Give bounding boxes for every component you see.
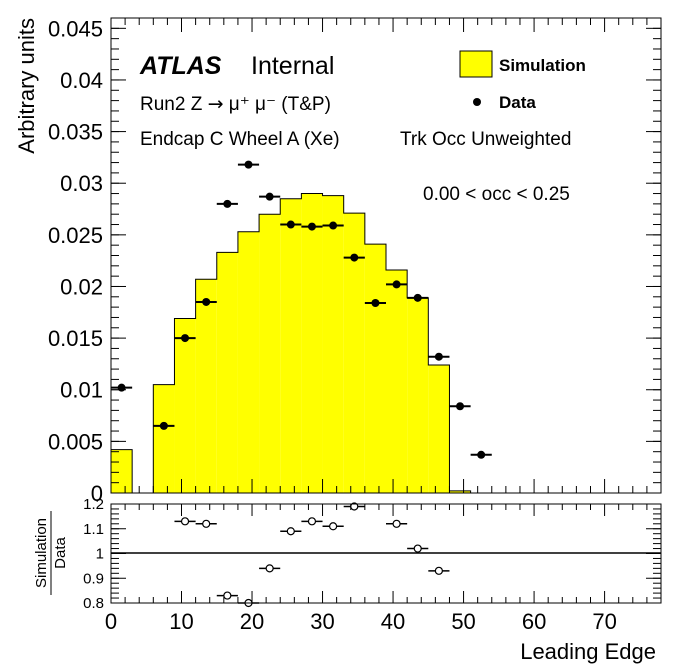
simulation-bar [386, 269, 408, 493]
simulation-bar [301, 193, 323, 494]
x-tick-label: 50 [451, 609, 475, 634]
data-point [477, 450, 486, 459]
simulation-bar [449, 490, 471, 493]
weighting-label: Trk Occ Unweighted [400, 129, 571, 150]
y-axis-title: Arbitrary units [14, 18, 39, 154]
simulation-bar [364, 244, 386, 493]
y-tick-label: 0 [91, 481, 103, 506]
y-tick-label: 0.045 [48, 16, 103, 41]
internal-label: Internal [251, 52, 334, 80]
ratio-title-numerator: Simulation [33, 518, 50, 588]
main-axis-ticks [110, 17, 662, 494]
ratio-point [392, 519, 401, 528]
data-point [265, 192, 274, 201]
ratio-point [223, 591, 232, 600]
data-point [181, 334, 190, 343]
x-tick-label: 20 [240, 609, 264, 634]
ratio-plot-frame [110, 503, 662, 604]
data-point [371, 299, 380, 307]
data-point [223, 199, 232, 208]
data-point [350, 253, 359, 262]
simulation-bar [111, 449, 133, 493]
ratio-y-tick-label: 0.9 [83, 570, 104, 587]
ratio-point [180, 517, 190, 526]
data-point [413, 293, 422, 302]
data-point [244, 160, 253, 169]
data-point [286, 220, 295, 229]
y-tick-label: 0.04 [60, 68, 103, 93]
region-label: Endcap C Wheel A (Xe) [140, 129, 340, 150]
legend-simulation-swatch [459, 50, 493, 78]
data-points [111, 160, 492, 459]
legend: Simulation Data [459, 50, 586, 112]
ratio-point [350, 502, 359, 511]
data-point [159, 421, 168, 430]
x-axis-title: Leading Edge [520, 639, 656, 664]
ratio-plot: 0.8 0.9 1 1.1 1.2 0 10 20 30 40 50 60 70 Simulation… [33, 496, 662, 664]
x-tick-label: 10 [169, 609, 193, 634]
simulation-bar [407, 297, 429, 493]
y-tick-label: 0.035 [48, 120, 103, 145]
simulation-bar [428, 364, 450, 493]
occupancy-range-label: 0.00 < occ < 0.25 [423, 184, 570, 205]
ratio-y-tick-label: 0.8 [83, 595, 104, 612]
simulation-bar [153, 384, 175, 493]
data-point [202, 297, 211, 306]
data-point [456, 402, 465, 411]
data-point [307, 222, 316, 231]
simulation-bar [322, 195, 344, 493]
simulation-outline [110, 193, 513, 494]
ratio-y-tick-label: 1 [96, 546, 104, 563]
y-tick-label: 0.01 [60, 378, 103, 403]
ratio-y-tick-label: 1.1 [83, 521, 104, 538]
data-point [392, 280, 401, 289]
simulation-histogram [110, 193, 513, 494]
data-point [117, 383, 126, 392]
x-tick-label: 0 [105, 609, 117, 634]
main-y-tick-labels: 0 0.005 0.01 0.015 0.02 0.025 0.03 0.035 0.04 0.0… [48, 16, 103, 506]
simulation-bar [259, 214, 281, 493]
x-tick-label: 40 [381, 609, 405, 634]
x-tick-label: 30 [310, 609, 334, 634]
ratio-point [434, 566, 443, 575]
ratio-point [202, 519, 211, 528]
simulation-bar [216, 252, 238, 493]
y-tick-label: 0.03 [60, 171, 103, 196]
ratio-point [329, 522, 338, 531]
process-label-post: μ⁺ μ⁻ (T&P) [224, 94, 331, 115]
y-tick-label: 0.005 [48, 429, 103, 454]
data-point [434, 352, 443, 361]
y-tick-label: 0.015 [48, 326, 103, 351]
simulation-bar [280, 198, 302, 493]
main-plot-frame [110, 17, 662, 494]
ratio-point [265, 564, 274, 573]
main-plot: 0 0.005 0.01 0.015 0.02 0.025 0.03 0.035 0.04 0.0… [14, 16, 662, 506]
legend-data-label: Data [499, 93, 536, 112]
simulation-bar [237, 231, 260, 493]
legend-simulation-label: Simulation [499, 56, 586, 75]
simulation-bar [174, 318, 196, 493]
ratio-y-tick-label: 1.2 [83, 496, 104, 513]
ratio-y-axis-title: Simulation Data [33, 511, 69, 595]
y-tick-label: 0.025 [48, 223, 103, 248]
data-point [329, 221, 338, 230]
atlas-label: ATLAS [139, 52, 222, 80]
ratio-point [413, 544, 422, 553]
ratio-y-tick-labels: 0.8 0.9 1 1.1 1.2 [83, 496, 104, 612]
simulation-bar [195, 279, 217, 493]
process-label-pre: Run2 Z [140, 94, 208, 115]
process-label: Run2 Z → μ⁺ μ⁻ (T&P) [140, 93, 331, 115]
x-tick-label: 60 [522, 609, 546, 634]
legend-data-marker [473, 98, 481, 106]
ratio-title-denominator: Data [52, 537, 69, 569]
x-tick-labels: 0 10 20 30 40 50 60 70 [105, 609, 617, 634]
y-tick-label: 0.02 [60, 274, 103, 299]
ratio-point [286, 527, 295, 536]
x-tick-label: 70 [592, 609, 616, 634]
simulation-bar [343, 213, 365, 494]
ratio-point [307, 517, 317, 526]
process-label-arrow: → [208, 93, 224, 115]
